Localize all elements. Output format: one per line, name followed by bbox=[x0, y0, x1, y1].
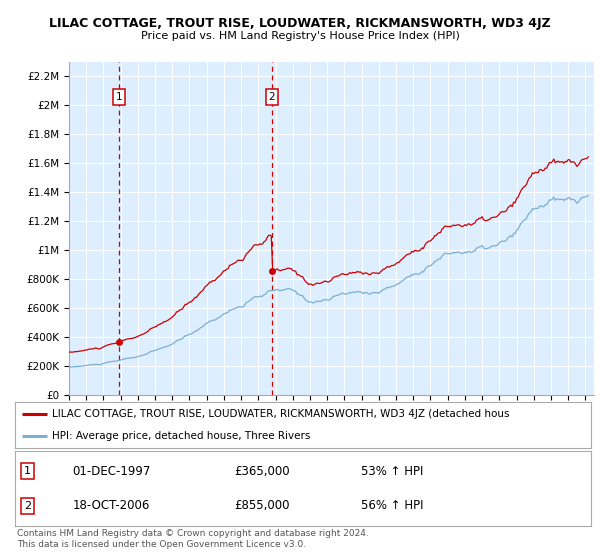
Text: Price paid vs. HM Land Registry's House Price Index (HPI): Price paid vs. HM Land Registry's House … bbox=[140, 31, 460, 41]
Text: LILAC COTTAGE, TROUT RISE, LOUDWATER, RICKMANSWORTH, WD3 4JZ (detached hous: LILAC COTTAGE, TROUT RISE, LOUDWATER, RI… bbox=[52, 409, 510, 419]
Text: 1: 1 bbox=[116, 92, 122, 101]
Text: LILAC COTTAGE, TROUT RISE, LOUDWATER, RICKMANSWORTH, WD3 4JZ: LILAC COTTAGE, TROUT RISE, LOUDWATER, RI… bbox=[49, 17, 551, 30]
Text: £855,000: £855,000 bbox=[234, 500, 289, 512]
Text: This data is licensed under the Open Government Licence v3.0.: This data is licensed under the Open Gov… bbox=[17, 540, 306, 549]
Text: 1: 1 bbox=[24, 466, 31, 476]
Text: £365,000: £365,000 bbox=[234, 465, 290, 478]
Text: 2: 2 bbox=[24, 501, 31, 511]
Text: HPI: Average price, detached house, Three Rivers: HPI: Average price, detached house, Thre… bbox=[52, 431, 311, 441]
Text: 53% ↑ HPI: 53% ↑ HPI bbox=[361, 465, 423, 478]
Text: 01-DEC-1997: 01-DEC-1997 bbox=[73, 465, 151, 478]
Text: 18-OCT-2006: 18-OCT-2006 bbox=[73, 500, 150, 512]
Text: 56% ↑ HPI: 56% ↑ HPI bbox=[361, 500, 423, 512]
Text: Contains HM Land Registry data © Crown copyright and database right 2024.: Contains HM Land Registry data © Crown c… bbox=[17, 529, 368, 538]
Text: 2: 2 bbox=[269, 92, 275, 101]
